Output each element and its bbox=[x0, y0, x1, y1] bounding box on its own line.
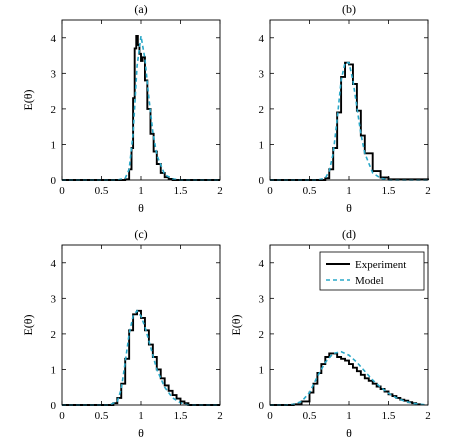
y-tick-label: 3 bbox=[259, 68, 265, 80]
panel-title: (c) bbox=[134, 227, 147, 241]
legend-box bbox=[319, 251, 425, 291]
panel-title: (a) bbox=[134, 2, 147, 16]
x-tick-label: 1.5 bbox=[174, 410, 188, 422]
x-tick-label: 0 bbox=[59, 185, 65, 197]
y-tick-label: 0 bbox=[51, 400, 57, 412]
series-line-experiment bbox=[62, 309, 220, 406]
y-tick-label: 3 bbox=[51, 68, 57, 80]
y-tick-label: 2 bbox=[259, 104, 265, 116]
y-tick-label: 2 bbox=[51, 329, 57, 341]
y-axis-label: E(θ) bbox=[229, 314, 243, 335]
legend: Experiment Model bbox=[319, 251, 425, 291]
x-axis-label: θ bbox=[346, 201, 352, 215]
series-line-model bbox=[270, 61, 428, 181]
x-tick-label: 0.5 bbox=[95, 410, 109, 422]
tick-layer: 0 0.5 1 1.5 2 0 1 2 3 4 bbox=[259, 20, 431, 197]
x-tick-label: 0 bbox=[267, 185, 273, 197]
x-tick-label: 1 bbox=[346, 410, 352, 422]
x-tick-label: 1 bbox=[138, 410, 144, 422]
plot-frame bbox=[61, 19, 221, 181]
series-line-model bbox=[270, 350, 429, 406]
x-axis-label: θ bbox=[346, 426, 352, 440]
x-tick-label: 0 bbox=[59, 410, 65, 422]
x-tick-label: 2 bbox=[217, 185, 223, 197]
y-tick-label: 1 bbox=[259, 139, 265, 151]
y-tick-label: 1 bbox=[259, 364, 265, 376]
y-tick-label: 2 bbox=[259, 329, 265, 341]
y-tick-label: 0 bbox=[51, 175, 57, 187]
tick-layer: 0 0.5 1 1.5 2 0 1 2 3 4 bbox=[51, 20, 223, 197]
x-axis-label: θ bbox=[138, 426, 144, 440]
panel-title: (b) bbox=[342, 2, 356, 16]
y-tick-label: 4 bbox=[51, 258, 57, 270]
x-tick-label: 0.5 bbox=[95, 185, 109, 197]
y-tick-label: 3 bbox=[259, 293, 265, 305]
panel-c: (c) 0 0.5 1 1.5 2 0 1 2 3 4 θ E(θ) bbox=[21, 227, 223, 440]
panel-title: (d) bbox=[342, 227, 356, 241]
plot-frame bbox=[61, 244, 221, 406]
x-tick-label: 2 bbox=[425, 410, 431, 422]
series-line-model bbox=[62, 309, 220, 406]
x-tick-label: 0.5 bbox=[303, 185, 317, 197]
tick-layer: 0 0.5 1 1.5 2 0 1 2 3 4 bbox=[259, 245, 431, 422]
panel-b: (b) 0 0.5 1 1.5 2 0 1 2 3 4 θ bbox=[259, 2, 431, 215]
x-tick-label: 2 bbox=[425, 185, 431, 197]
x-tick-label: 1 bbox=[138, 185, 144, 197]
x-tick-label: 1.5 bbox=[382, 410, 396, 422]
plot-frame bbox=[269, 19, 429, 181]
series-layer bbox=[62, 309, 220, 406]
series-line-experiment bbox=[270, 352, 422, 406]
x-tick-label: 1 bbox=[346, 185, 352, 197]
y-tick-label: 1 bbox=[51, 364, 57, 376]
y-axis-label: E(θ) bbox=[21, 314, 35, 335]
y-tick-label: 4 bbox=[259, 33, 265, 45]
y-axis-label: E(θ) bbox=[21, 89, 35, 110]
x-tick-label: 0.5 bbox=[303, 410, 317, 422]
series-layer bbox=[62, 35, 220, 181]
y-tick-label: 0 bbox=[259, 175, 265, 187]
x-tick-label: 1.5 bbox=[382, 185, 396, 197]
series-layer bbox=[270, 350, 429, 406]
y-tick-label: 3 bbox=[51, 293, 57, 305]
x-tick-label: 2 bbox=[217, 410, 223, 422]
tick-layer: 0 0.5 1 1.5 2 0 1 2 3 4 bbox=[51, 245, 223, 422]
series-line-experiment bbox=[62, 35, 220, 181]
y-tick-label: 2 bbox=[51, 104, 57, 116]
x-tick-label: 0 bbox=[267, 410, 273, 422]
panel-d: (d) 0 0.5 1 1.5 2 0 1 2 3 4 θ E(θ) Experiment Mod… bbox=[229, 227, 431, 440]
y-tick-label: 4 bbox=[51, 33, 57, 45]
y-tick-label: 1 bbox=[51, 139, 57, 151]
legend-label-model: Model bbox=[355, 275, 384, 287]
y-tick-label: 4 bbox=[259, 258, 265, 270]
y-tick-label: 0 bbox=[259, 400, 265, 412]
series-layer bbox=[270, 61, 429, 181]
panel-a: (a) 0 0.5 1 1.5 2 0 1 2 3 4 θ E(θ) bbox=[21, 2, 223, 215]
series-line-model bbox=[62, 35, 220, 181]
series-line-experiment bbox=[270, 61, 429, 181]
x-axis-label: θ bbox=[138, 201, 144, 215]
legend-label-experiment: Experiment bbox=[355, 259, 406, 271]
x-tick-label: 1.5 bbox=[174, 185, 188, 197]
